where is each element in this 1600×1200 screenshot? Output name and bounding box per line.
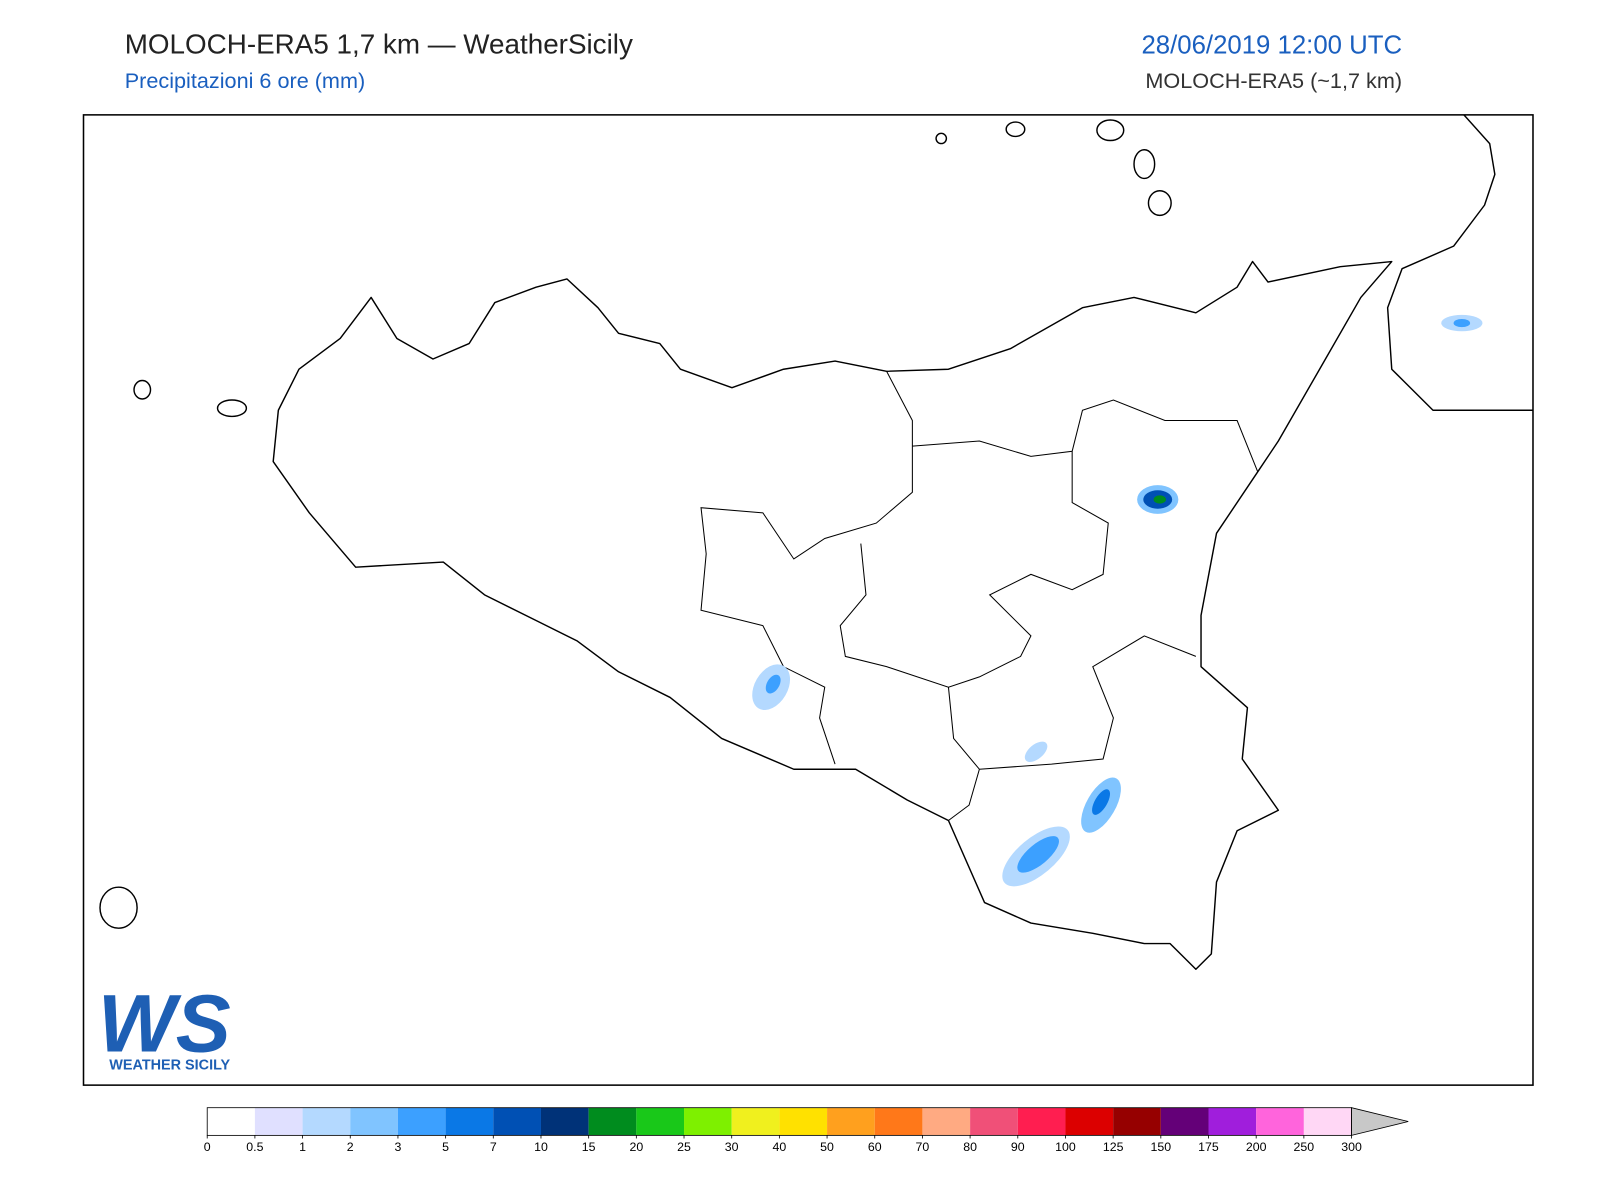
colorbar-swatch (254, 1107, 303, 1136)
colorbar-swatch (684, 1107, 732, 1136)
colorbar-swatch (1065, 1107, 1114, 1136)
colorbar-swatch (970, 1107, 1018, 1136)
colorbar-tick-label: 25 (677, 1140, 691, 1154)
precip-area (1092, 789, 1111, 815)
colorbar-tick-label: 125 (1103, 1140, 1124, 1154)
colorbar-tick-label: 50 (820, 1140, 834, 1154)
colorbar-tick-label: 300 (1341, 1140, 1362, 1154)
colorbar-tick-label: 20 (629, 1140, 643, 1154)
colorbar-swatch (779, 1107, 828, 1136)
colorbar-swatch (827, 1107, 875, 1136)
colorbar-tick-label: 90 (1011, 1140, 1025, 1154)
calabria-coastline (1386, 114, 1533, 411)
colorbar-tick-label: 7 (490, 1140, 497, 1154)
precipitation-areas (752, 314, 1483, 887)
colorbar-swatch (540, 1107, 589, 1136)
logo-name: WEATHER SICILY (109, 1058, 230, 1074)
colorbar-tick-label: 175 (1198, 1140, 1219, 1154)
colorbar-tick-label: 3 (394, 1140, 401, 1154)
egadi-island (133, 379, 152, 400)
colorbar-swatch (588, 1107, 637, 1136)
map-panel: WS WEATHER SICILY (82, 114, 1534, 1086)
colorbar-swatch (636, 1107, 685, 1136)
colorbar-swatch (731, 1107, 780, 1136)
colorbar-tick-label: 150 (1151, 1140, 1172, 1154)
colorbar-swatch (1017, 1107, 1066, 1136)
logo: WS WEATHER SICILY (98, 978, 231, 1073)
colorbar-extension (1351, 1107, 1409, 1136)
pantelleria (99, 886, 138, 929)
colorbar-swatch (1303, 1107, 1352, 1136)
precip-area (1153, 495, 1166, 504)
egadi-island (216, 399, 248, 418)
colorbar-tick-label: 40 (773, 1140, 787, 1154)
colorbar-tick-label: 10 (534, 1140, 548, 1154)
colorbar-tick-label: 70 (916, 1140, 930, 1154)
precip-area (765, 674, 781, 694)
aeolian-island (935, 132, 948, 145)
colorbar-tick-label: 15 (582, 1140, 596, 1154)
precip-area (1024, 741, 1048, 762)
colorbar-swatch (1160, 1107, 1209, 1136)
aeolian-island (1005, 121, 1026, 138)
precip-area (1453, 318, 1471, 328)
colorbar-swatch (445, 1107, 494, 1136)
aeolian-island (1133, 149, 1156, 180)
colorbar-tick-label: 80 (963, 1140, 977, 1154)
colorbar-swatch (1208, 1107, 1257, 1136)
colorbar-tick-label: 0.5 (246, 1140, 263, 1154)
colorbar-swatch (1256, 1107, 1304, 1136)
colorbar-swatch (874, 1107, 923, 1136)
colorbar-swatch (207, 1107, 255, 1136)
province-borders (700, 371, 1259, 821)
model-label: MOLOCH-ERA5 (~1,7 km) (1145, 68, 1402, 93)
colorbar-swatch (397, 1107, 446, 1136)
colorbar-tick-label: 200 (1246, 1140, 1267, 1154)
colorbar: 0 0.5 1 2 3 5 7 10 15 20 25 30 40 50 60 70 80 90 100 125 150… (204, 1107, 1409, 1154)
subtitle: Precipitazioni 6 ore (mm) (125, 68, 365, 93)
colorbar-tick-label: 2 (347, 1140, 354, 1154)
colorbar-tick-label: 0 (204, 1140, 211, 1154)
colorbar-swatch (302, 1107, 351, 1136)
map-frame (82, 114, 1534, 1086)
colorbar-tick-label: 30 (725, 1140, 739, 1154)
aeolian-island (1147, 190, 1172, 217)
colorbar-swatch (922, 1107, 971, 1136)
colorbar-tick-label: 1 (299, 1140, 306, 1154)
colorbar-swatch (350, 1107, 398, 1136)
colorbar-swatch (1113, 1107, 1161, 1136)
datetime: 28/06/2019 12:00 UTC (1141, 31, 1402, 59)
precip-area (1017, 836, 1059, 873)
logo-mark: WS (98, 978, 231, 1069)
aeolian-island (1096, 119, 1125, 142)
colorbar-tick-label: 100 (1055, 1140, 1076, 1154)
colorbar-tick-label: 5 (442, 1140, 449, 1154)
title: MOLOCH-ERA5 1,7 km — WeatherSicily (125, 28, 633, 59)
colorbar-tick-label: 250 (1294, 1140, 1315, 1154)
sicily-coastline (272, 260, 1393, 970)
colorbar-swatch (493, 1107, 541, 1136)
colorbar-tick-label: 60 (868, 1140, 882, 1154)
